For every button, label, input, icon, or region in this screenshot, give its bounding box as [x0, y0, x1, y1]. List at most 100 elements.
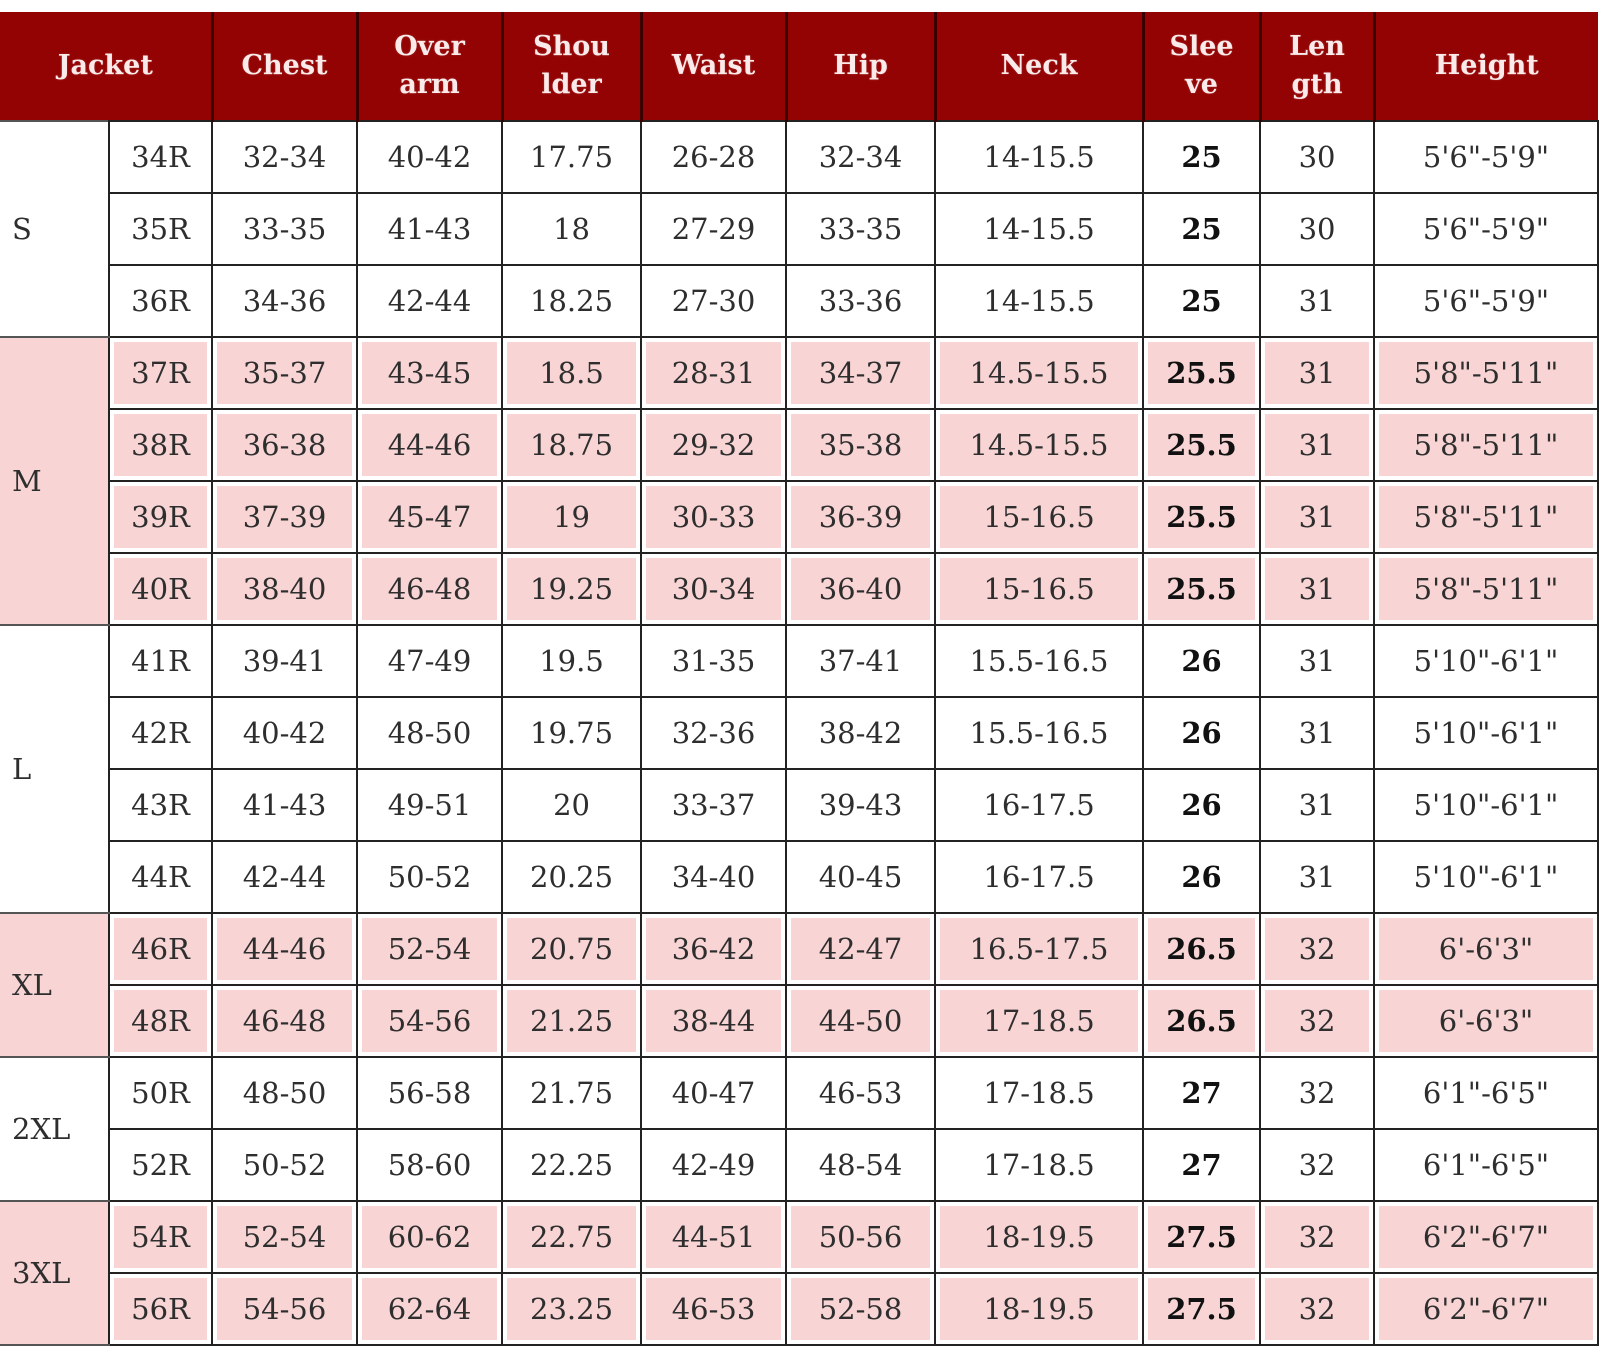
table-row: 3XL 54R 52-54 60-62 22.75 44-51 50-56 18-19.5 27…	[0, 1200, 1600, 1346]
cell-waist: 33-37	[640, 768, 788, 842]
cell-slee-ve: 26	[1142, 696, 1262, 770]
table-row: L 41R 39-41 47-49 19.5 31-35 37-41 15.5-16.5 26 3…	[0, 624, 1600, 914]
cell-hip: 33-35	[785, 192, 937, 266]
cell-waist: 27-30	[640, 264, 788, 338]
cell-over-arm: 40-42	[356, 120, 504, 194]
cell-waist: 36-42	[640, 912, 788, 986]
header-text: Shou	[533, 31, 610, 62]
cell-jacket: 48R	[107, 984, 214, 1058]
cell-slee-ve: 25	[1142, 120, 1262, 194]
cell-waist: 29-32	[640, 408, 788, 482]
cell-height: 6'1"-6'5"	[1373, 1128, 1600, 1202]
cell-len-gth: 32	[1259, 1272, 1376, 1346]
cell-neck: 16-17.5	[934, 768, 1145, 842]
cell-shou-lder: 18.75	[501, 408, 643, 482]
cell-hip: 34-37	[785, 336, 937, 410]
cell-shou-lder: 20.75	[501, 912, 643, 986]
table-row: 44R 42-44 50-52 20.25 34-40 40-45 16-17.5 26 31 5…	[0, 840, 1600, 914]
cell-height: 5'8"-5'11"	[1373, 480, 1600, 554]
header-text: gth	[1291, 69, 1343, 100]
table-row: 40R 38-40 46-48 19.25 30-34 36-40 15-16.5 25.5 3…	[0, 552, 1600, 626]
cell-len-gth: 32	[1259, 912, 1376, 986]
cell-shou-lder: 19.25	[501, 552, 643, 626]
table-row: 48R 46-48 54-56 21.25 38-44 44-50 17-18.5 26.5 3…	[0, 984, 1600, 1058]
cell-shou-lder: 22.25	[501, 1128, 643, 1202]
cell-height: 5'10"-6'1"	[1373, 624, 1600, 698]
cell-neck: 15-16.5	[934, 552, 1145, 626]
cell-len-gth: 31	[1259, 408, 1376, 482]
table-row: XL 46R 44-46 52-54 20.75 36-42 42-47 16.5-17.5 2…	[0, 912, 1600, 1058]
cell-slee-ve: 25.5	[1142, 480, 1262, 554]
cell-height: 5'10"-6'1"	[1373, 840, 1600, 914]
cell-waist: 40-47	[640, 1056, 788, 1130]
cell-waist: 32-36	[640, 696, 788, 770]
cell-neck: 18-19.5	[934, 1200, 1145, 1274]
cell-over-arm: 58-60	[356, 1128, 504, 1202]
cell-waist: 26-28	[640, 120, 788, 194]
cell-len-gth: 31	[1259, 552, 1376, 626]
table-row: 43R 41-43 49-51 20 33-37 39-43 16-17.5 26 31 5'10…	[0, 768, 1600, 842]
table-row: S 34R 32-34 40-42 17.75 26-28 32-34 14-15.5 25 30…	[0, 120, 1600, 338]
cell-waist: 46-53	[640, 1272, 788, 1346]
header-text: arm	[399, 69, 460, 100]
table-row: 38R 36-38 44-46 18.75 29-32 35-38 14.5-15.5 25.…	[0, 408, 1600, 482]
cell-len-gth: 32	[1259, 1200, 1376, 1274]
cell-over-arm: 46-48	[356, 552, 504, 626]
cell-jacket: 50R	[107, 1056, 214, 1130]
cell-slee-ve: 27.5	[1142, 1272, 1262, 1346]
cell-slee-ve: 26.5	[1142, 984, 1262, 1058]
cell-chest: 40-42	[211, 696, 359, 770]
cell-jacket: 41R	[107, 624, 214, 698]
cell-over-arm: 41-43	[356, 192, 504, 266]
cell-neck: 17-18.5	[934, 984, 1145, 1058]
cell-len-gth: 31	[1259, 696, 1376, 770]
cell-neck: 15.5-16.5	[934, 624, 1145, 698]
cell-over-arm: 47-49	[356, 624, 504, 698]
cell-jacket: 44R	[107, 840, 214, 914]
cell-len-gth: 31	[1259, 840, 1376, 914]
cell-jacket: 52R	[107, 1128, 214, 1202]
cell-waist: 44-51	[640, 1200, 788, 1274]
cell-waist: 38-44	[640, 984, 788, 1058]
cell-height: 6'1"-6'5"	[1373, 1056, 1600, 1130]
header-chest: Chest	[210, 12, 358, 121]
cell-waist: 27-29	[640, 192, 788, 266]
table-row: M 37R 35-37 43-45 18.5 28-31 34-37 14.5-15.5 25.…	[0, 336, 1600, 626]
cell-hip: 35-38	[785, 408, 937, 482]
header-height: Height	[1372, 12, 1599, 121]
size-group-label: L	[0, 624, 110, 914]
cell-neck: 16-17.5	[934, 840, 1145, 914]
cell-len-gth: 31	[1259, 336, 1376, 410]
header-hip: Hip	[784, 12, 936, 121]
cell-height: 5'8"-5'11"	[1373, 552, 1600, 626]
cell-chest: 39-41	[211, 624, 359, 698]
cell-jacket: 34R	[107, 120, 214, 194]
cell-slee-ve: 25	[1142, 264, 1262, 338]
cell-neck: 18-19.5	[934, 1272, 1145, 1346]
cell-neck: 14.5-15.5	[934, 336, 1145, 410]
cell-height: 5'8"-5'11"	[1373, 408, 1600, 482]
header-text: Slee	[1169, 31, 1234, 62]
table-row: 56R 54-56 62-64 23.25 46-53 52-58 18-19.5 27.5 3…	[0, 1272, 1600, 1346]
table-row: 52R 50-52 58-60 22.25 42-49 48-54 17-18.5 27 32 6…	[0, 1128, 1600, 1202]
cell-slee-ve: 26	[1142, 624, 1262, 698]
cell-hip: 48-54	[785, 1128, 937, 1202]
cell-hip: 50-56	[785, 1200, 937, 1274]
cell-hip: 36-39	[785, 480, 937, 554]
header-text: Chest	[241, 50, 328, 81]
cell-slee-ve: 26	[1142, 840, 1262, 914]
jacket-size-chart: Jacket Chest Over arm Shou lder Waist Hip Neck Sl…	[0, 12, 1600, 1346]
header-text: Height	[1434, 50, 1539, 81]
header-text: Jacket	[57, 50, 153, 81]
cell-over-arm: 44-46	[356, 408, 504, 482]
cell-neck: 17-18.5	[934, 1128, 1145, 1202]
cell-hip: 36-40	[785, 552, 937, 626]
cell-height: 5'8"-5'11"	[1373, 336, 1600, 410]
cell-neck: 14-15.5	[934, 264, 1145, 338]
header-len-gth: Len gth	[1258, 12, 1375, 121]
cell-shou-lder: 21.75	[501, 1056, 643, 1130]
table-row: 39R 37-39 45-47 19 30-33 36-39 15-16.5 25.5 31 5'…	[0, 480, 1600, 554]
cell-neck: 15.5-16.5	[934, 696, 1145, 770]
cell-chest: 37-39	[211, 480, 359, 554]
cell-jacket: 56R	[107, 1272, 214, 1346]
